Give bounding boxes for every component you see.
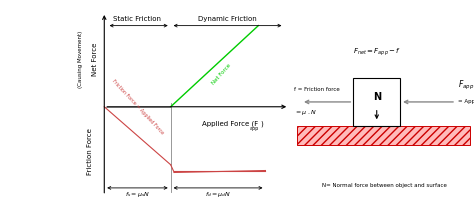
Text: (Causing Movement): (Causing Movement) [78,31,83,88]
Text: ): ) [261,120,263,127]
Text: f = Friction force: f = Friction force [294,87,340,92]
Text: $F_{app}$: $F_{app}$ [458,79,474,92]
Text: $=\mu\ .N$: $=\mu\ .N$ [294,108,317,117]
Text: N: N [373,92,381,102]
Text: Static Friction: Static Friction [113,16,162,22]
Text: $F_{net}= F_{app} - f$: $F_{net}= F_{app} - f$ [353,47,401,58]
Text: $f_d= \mu_d N$: $f_d= \mu_d N$ [205,190,231,199]
Bar [353,78,400,126]
Text: Applied Force (F: Applied Force (F [202,120,258,127]
Text: N= Normal force between object and surface: N= Normal force between object and surfa… [321,184,447,189]
Bar [298,126,470,145]
Text: = Applied force: = Applied force [458,99,474,104]
Text: Net Force: Net Force [211,62,232,85]
Text: Friction Force = Applied Force: Friction Force = Applied Force [111,79,164,136]
Text: Dynamic Friction: Dynamic Friction [198,16,257,22]
Text: Net Force: Net Force [92,43,98,76]
Text: app: app [250,126,259,131]
Text: Friction Force: Friction Force [87,128,93,175]
Text: $f_s= \mu_s N$: $f_s= \mu_s N$ [125,190,150,199]
